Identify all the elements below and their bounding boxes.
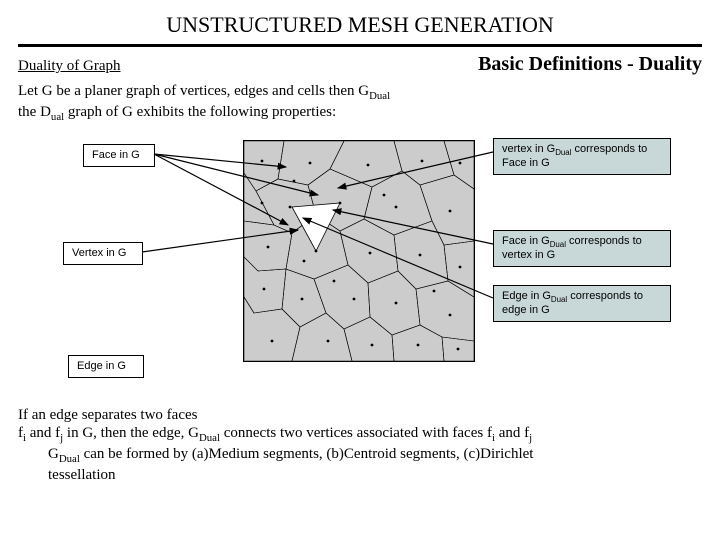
intro-l2-sub: ual [51,111,64,123]
diagram-zone: Face in G Vertex in G Edge in G vertex i… [18,130,702,400]
subhead-row: Duality of Graph Basic Definitions - Dua… [18,53,702,76]
subhead-left: Duality of Graph [18,58,120,75]
intro-l1-sub: Dual [369,90,390,102]
intro-l2b: graph of G exhibits the following proper… [64,104,336,120]
label-dual-face: Face in GDual corresponds to vertex in G [493,230,671,267]
f-l2f: and f [495,425,529,441]
f-l2b: and f [26,425,60,441]
intro-l2a: the D [18,104,51,120]
f-l3a: can be formed by (a)Medium segments, (b)… [80,446,534,462]
footer-text: If an edge separates two faces fi and fj… [18,406,702,484]
f-l4: tessellation [18,467,116,483]
re-sub: Dual [551,295,567,304]
label-dual-vertex: vertex in GDual corresponds to Face in G [493,138,671,175]
rf-a: Face in G [502,235,550,247]
rv-sub: Dual [555,148,571,157]
f-l1: If an edge separates two faces [18,407,198,423]
subhead-right: Basic Definitions - Duality [478,53,702,76]
page-title: UNSTRUCTURED MESH GENERATION [18,12,702,38]
divider [18,44,702,47]
f-l2j2: j [529,432,532,444]
intro-l1a: Let G be a planer graph of vertices, edg… [18,83,369,99]
label-dual-edge: Edge in GDual corresponds to edge in G [493,285,671,322]
f-l2e: connects two vertices associated with fa… [220,425,492,441]
f-l2d: Dual [199,432,220,444]
f-l2c: in G, then the edge, G [63,425,199,441]
f-l3d: Dual [59,453,80,465]
voronoi-diagram [243,140,475,362]
rv-a: vertex in G [502,143,555,155]
label-vertex-in-g: Vertex in G [63,242,143,265]
label-face-in-g: Face in G [83,144,155,167]
re-a: Edge in G [502,290,551,302]
f-l3p: G [18,446,59,462]
intro-text: Let G be a planer graph of vertices, edg… [18,82,702,124]
label-edge-in-g: Edge in G [68,355,144,378]
rf-sub: Dual [550,240,566,249]
